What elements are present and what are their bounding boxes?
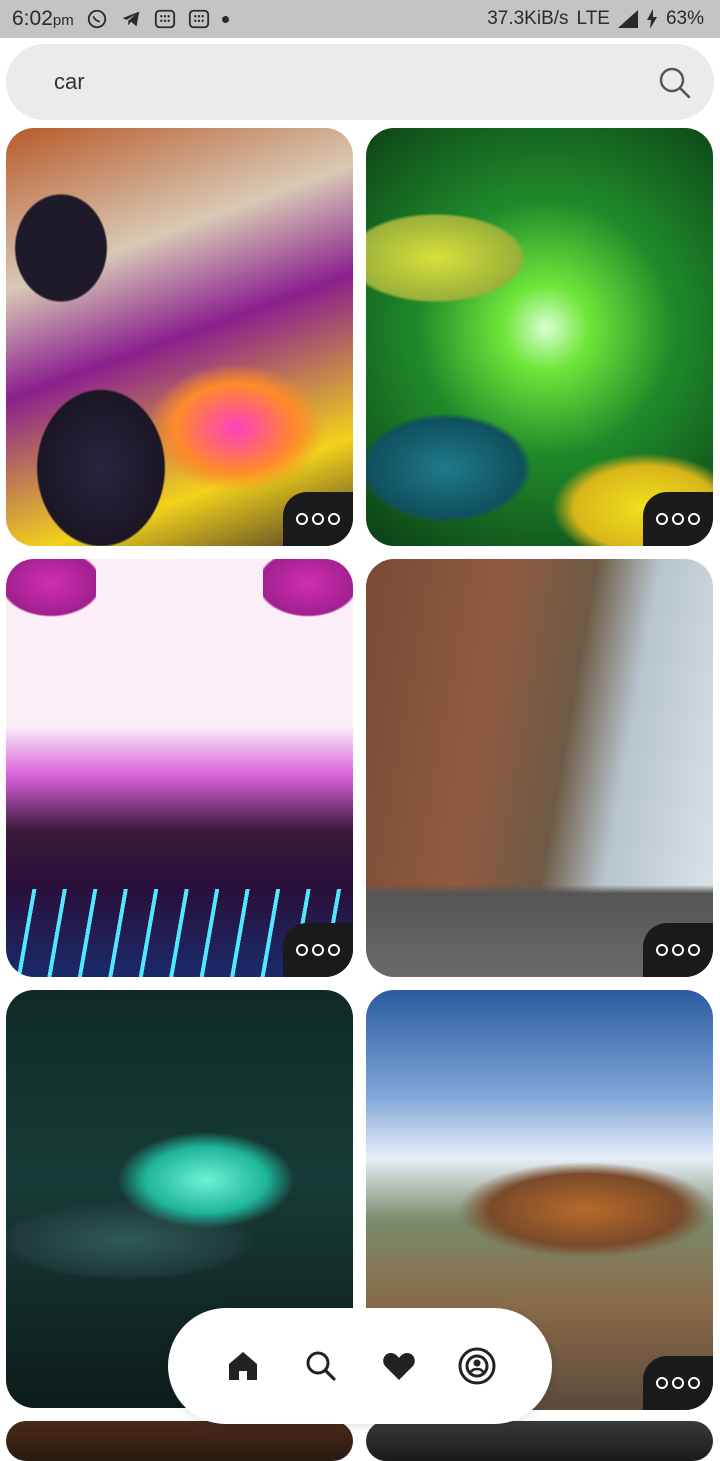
more-options-button[interactable] xyxy=(643,492,713,546)
wallpaper-tile[interactable] xyxy=(6,128,353,546)
charging-icon xyxy=(646,9,657,29)
notification-dot-icon xyxy=(221,15,229,23)
dot-icon xyxy=(656,944,668,956)
dot-icon xyxy=(312,513,324,525)
nav-favorites-button[interactable] xyxy=(379,1346,419,1386)
dot-icon xyxy=(296,944,308,956)
dot-icon xyxy=(688,1377,700,1389)
dot-icon xyxy=(328,513,340,525)
dot-icon xyxy=(296,513,308,525)
bottom-nav xyxy=(168,1308,552,1424)
wallpaper-tile[interactable] xyxy=(6,1421,353,1461)
network-type: LTE xyxy=(576,8,610,29)
keypad-icon xyxy=(154,9,175,29)
status-time: 6:02pm xyxy=(12,7,74,30)
more-options-button[interactable] xyxy=(283,492,353,546)
wallpaper-tile[interactable] xyxy=(366,1421,713,1461)
dot-icon xyxy=(688,944,700,956)
heart-icon xyxy=(383,1353,415,1380)
nav-search-button[interactable] xyxy=(301,1346,341,1386)
profile-icon xyxy=(458,1347,496,1385)
wallpaper-tile[interactable] xyxy=(6,559,353,977)
dot-icon xyxy=(656,1377,668,1389)
dot-icon xyxy=(312,944,324,956)
wallpaper-tile[interactable] xyxy=(366,559,713,977)
search-icon xyxy=(306,1351,336,1381)
search-input[interactable] xyxy=(54,64,614,100)
search-bar[interactable] xyxy=(6,44,714,120)
home-icon xyxy=(229,1352,257,1380)
wallpaper-tile[interactable] xyxy=(366,128,713,546)
network-speed: 37.3KiB/s xyxy=(487,8,569,29)
dot-icon xyxy=(672,513,684,525)
dot-icon xyxy=(688,513,700,525)
status-bar-left: 6:02pm xyxy=(12,7,229,31)
battery-level: 63% xyxy=(665,8,704,29)
dot-icon xyxy=(656,513,668,525)
more-options-button[interactable] xyxy=(643,1356,713,1410)
nav-profile-button[interactable] xyxy=(457,1346,497,1386)
more-options-button[interactable] xyxy=(283,923,353,977)
nav-home-button[interactable] xyxy=(223,1346,263,1386)
signal-icon xyxy=(617,10,638,28)
keypad-icon xyxy=(188,9,209,29)
status-bar-right: 37.3KiB/s LTE 63% xyxy=(487,8,704,30)
search-icon[interactable] xyxy=(658,66,692,100)
dot-icon xyxy=(672,944,684,956)
dot-icon xyxy=(672,1377,684,1389)
dot-icon xyxy=(328,944,340,956)
status-bar: 6:02pm 37.3KiB/s LTE 63% xyxy=(0,0,720,38)
more-options-button[interactable] xyxy=(643,923,713,977)
telegram-icon xyxy=(122,11,139,27)
whatsapp-icon xyxy=(87,9,106,29)
